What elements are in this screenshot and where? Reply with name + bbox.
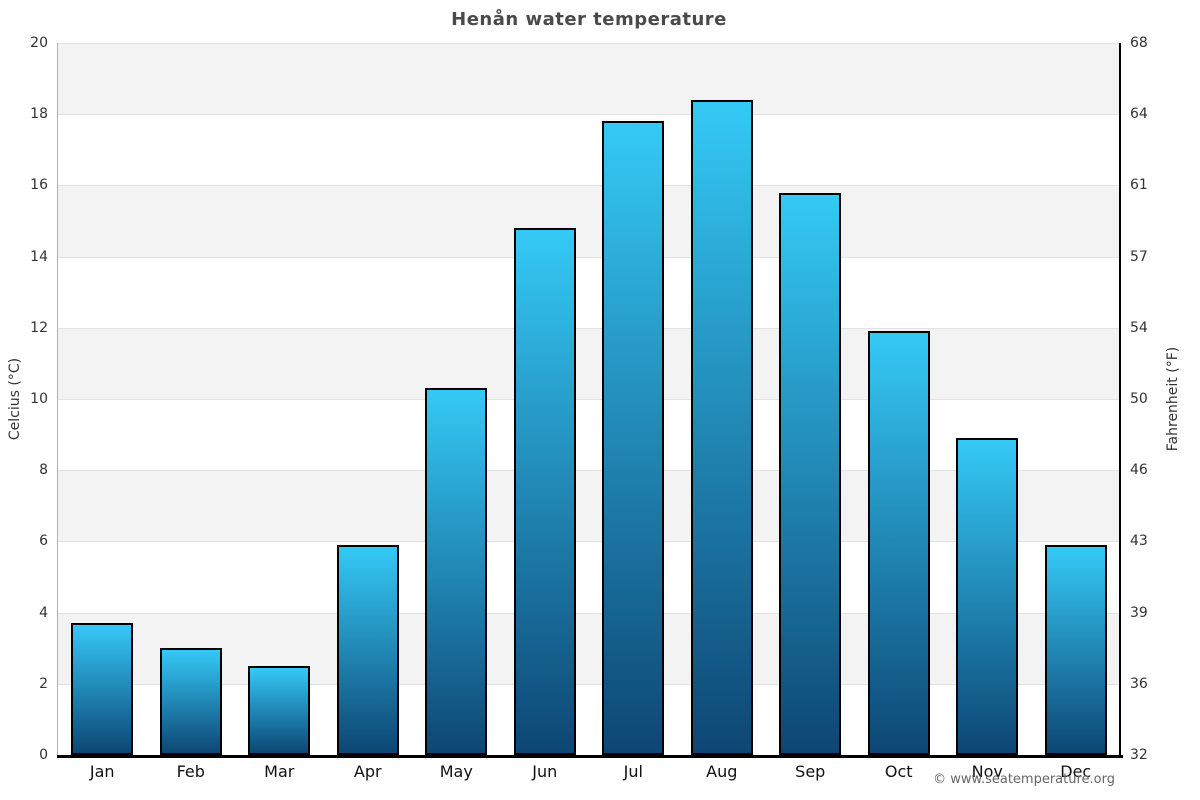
celsius-tick-10: 10 — [30, 391, 48, 407]
plot-band — [58, 470, 1120, 542]
fahrenheit-tick-50: 50 — [1130, 391, 1148, 407]
fahrenheit-tick-46: 46 — [1130, 462, 1148, 479]
gridline-20c — [58, 43, 1120, 44]
plot-band — [58, 683, 1120, 755]
bar-apr — [336, 544, 399, 755]
chart-title: Henån water temperature — [451, 9, 727, 30]
month-label-may: May — [439, 762, 473, 781]
bar-aug — [690, 99, 753, 755]
bar-oct — [867, 331, 930, 755]
fahrenheit-tick-43: 43 — [1130, 533, 1148, 550]
month-label-nov: Nov — [971, 762, 1003, 781]
bar-jul — [602, 121, 665, 755]
month-label-aug: Aug — [706, 762, 738, 781]
month-label-dec: Dec — [1060, 762, 1092, 781]
month-label-sep: Sep — [795, 762, 826, 781]
bar-jun — [513, 228, 576, 755]
month-label-apr: Apr — [353, 762, 382, 781]
celsius-tick-2: 2 — [39, 675, 48, 692]
plot-band — [58, 327, 1120, 399]
bar-sep — [779, 192, 842, 755]
bar-feb — [159, 648, 222, 755]
celsius-tick-20: 20 — [30, 35, 48, 51]
gridline-6c — [58, 541, 1120, 542]
y-axis-right-line — [1119, 43, 1121, 755]
month-label-feb: Feb — [176, 762, 205, 781]
fahrenheit-tick-64: 64 — [1130, 106, 1148, 123]
gridline-14c — [58, 257, 1120, 258]
y-axis-title-fahrenheit: Fahrenheit (°F) — [1165, 346, 1181, 452]
gridline-8c — [58, 470, 1120, 471]
gridline-4c — [58, 613, 1120, 614]
gridline-18c — [58, 114, 1120, 115]
bar-mar — [248, 666, 311, 755]
celsius-tick-18: 18 — [30, 106, 48, 123]
gridline-12c — [58, 328, 1120, 329]
celsius-tick-6: 6 — [39, 533, 48, 550]
month-label-jul: Jul — [623, 762, 643, 781]
x-axis-line — [57, 755, 1123, 758]
fahrenheit-tick-57: 57 — [1130, 248, 1148, 265]
month-label-mar: Mar — [264, 762, 295, 781]
bar-dec — [1044, 544, 1107, 755]
plot-band — [58, 256, 1120, 328]
bar-jan — [71, 623, 134, 755]
plot-band — [58, 43, 1120, 115]
fahrenheit-tick-36: 36 — [1130, 675, 1148, 692]
month-label-oct: Oct — [884, 762, 913, 781]
celsius-tick-12: 12 — [30, 319, 48, 336]
fahrenheit-tick-32: 32 — [1130, 747, 1148, 763]
y-axis-title-celsius: Celcius (°C) — [7, 357, 23, 441]
celsius-tick-8: 8 — [39, 462, 48, 479]
plot-band — [58, 399, 1120, 471]
celsius-tick-16: 16 — [30, 177, 48, 194]
gridline-2c — [58, 684, 1120, 685]
plot-band — [58, 114, 1120, 186]
fahrenheit-tick-68: 68 — [1130, 35, 1148, 51]
gridline-10c — [58, 399, 1120, 400]
bar-nov — [956, 438, 1019, 755]
month-label-jun: Jun — [532, 762, 558, 781]
fahrenheit-tick-54: 54 — [1130, 319, 1148, 336]
celsius-tick-0: 0 — [39, 747, 48, 763]
celsius-tick-4: 4 — [39, 604, 48, 621]
plot-area — [58, 43, 1120, 755]
plot-band — [58, 185, 1120, 257]
plot-band — [58, 541, 1120, 613]
gridline-16c — [58, 185, 1120, 186]
y-axis-left-line — [57, 43, 58, 755]
copyright-text: © www.seatemperature.org — [933, 772, 1115, 787]
bar-may — [425, 388, 488, 755]
celsius-tick-14: 14 — [30, 248, 48, 265]
fahrenheit-tick-39: 39 — [1130, 604, 1148, 621]
fahrenheit-tick-61: 61 — [1130, 177, 1148, 194]
plot-band — [58, 612, 1120, 684]
month-label-jan: Jan — [89, 762, 115, 781]
